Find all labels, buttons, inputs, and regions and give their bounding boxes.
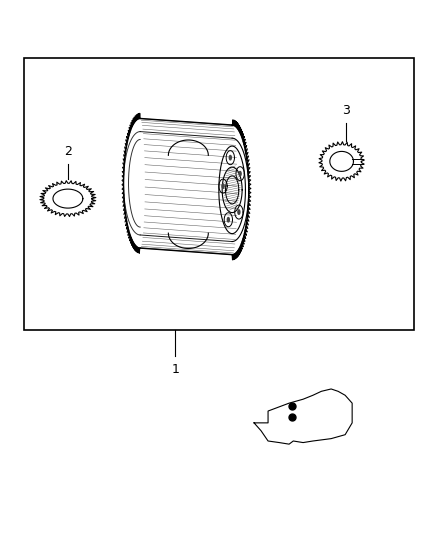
Ellipse shape [222,184,224,188]
Ellipse shape [239,172,241,176]
Ellipse shape [230,156,231,160]
Text: 1: 1 [171,363,179,376]
Ellipse shape [238,210,240,214]
Text: 3: 3 [342,104,350,117]
Ellipse shape [227,217,230,222]
Text: 2: 2 [64,145,72,158]
